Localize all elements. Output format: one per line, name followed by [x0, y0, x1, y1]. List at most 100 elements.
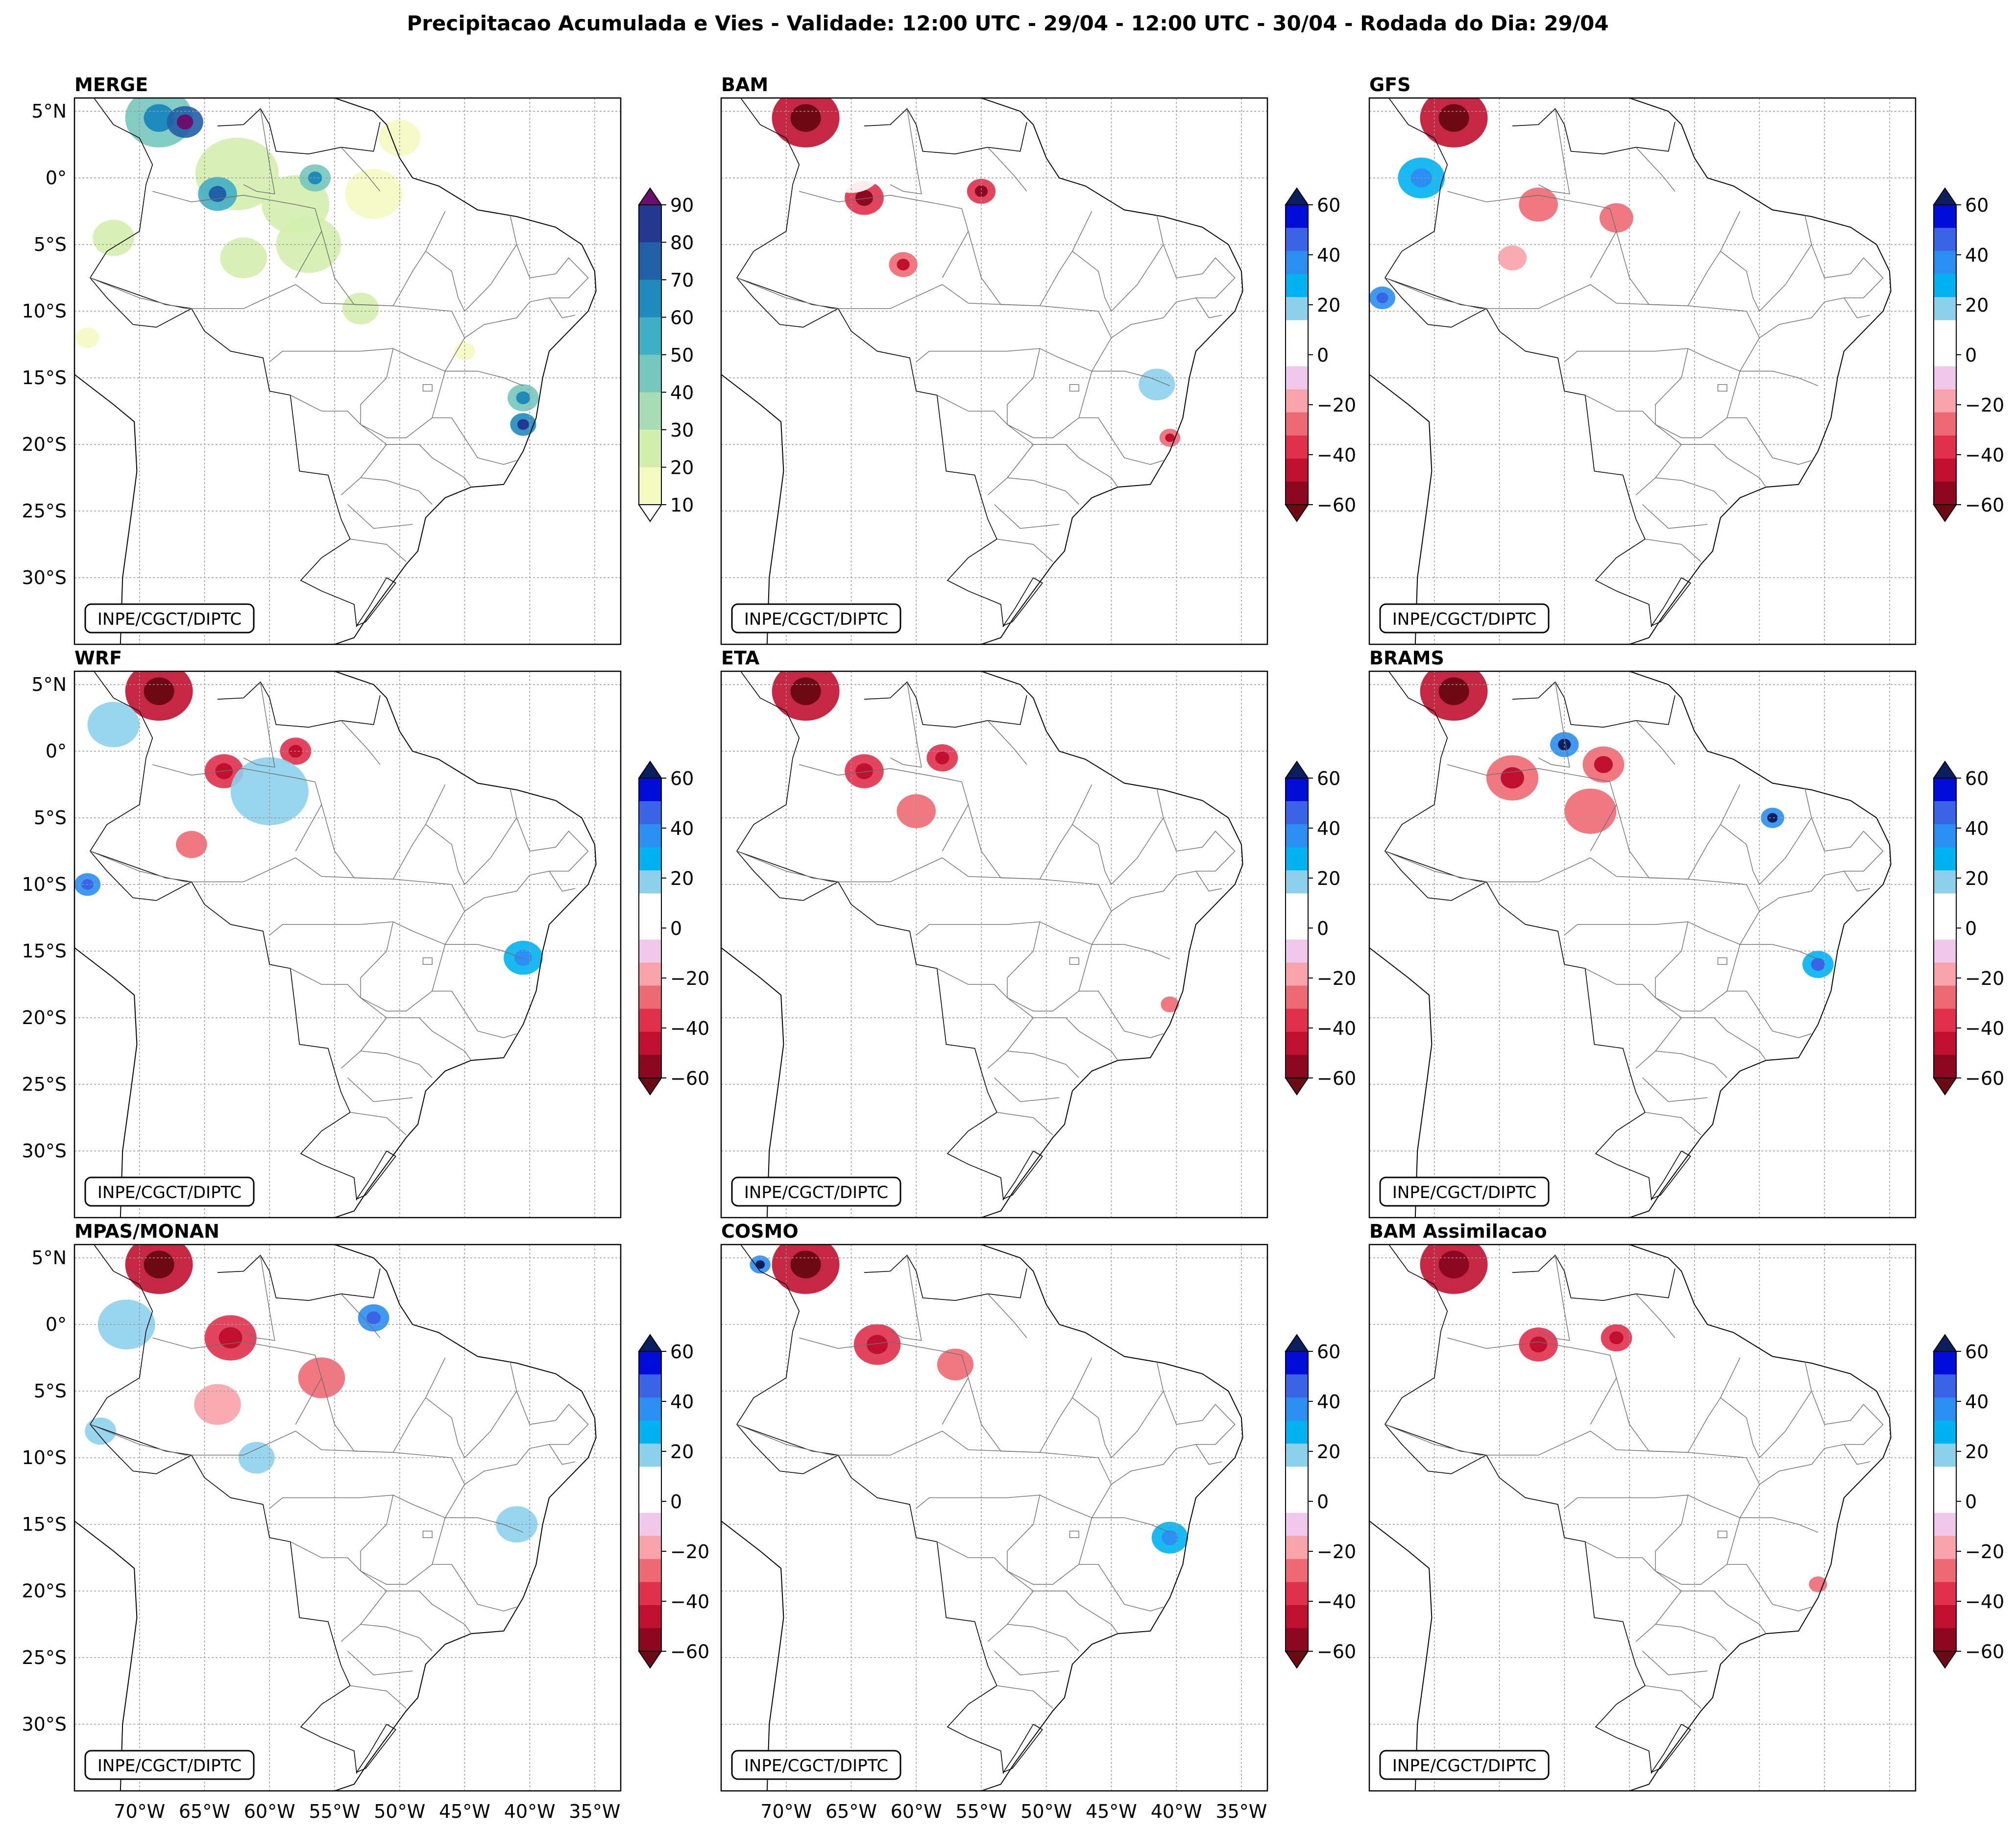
- state-border: [1033, 1590, 1118, 1634]
- colorbar-tick-label: −40: [1317, 1018, 1356, 1039]
- state-border: [360, 1624, 433, 1651]
- colorbar-tick-label: 40: [1317, 818, 1340, 839]
- state-border: [1655, 477, 1727, 505]
- map-frame: [73, 97, 622, 645]
- colorbar-segment: [639, 916, 661, 940]
- colorbar-segment: [1286, 1467, 1308, 1490]
- state-border: [549, 1444, 576, 1465]
- colorbar-tick-label: 20: [1317, 294, 1340, 316]
- coastline-west: [721, 1520, 784, 1791]
- lat-label: 15°S: [22, 1514, 67, 1535]
- lat-label: 5°N: [31, 674, 67, 695]
- lon-label: 60°W: [891, 1801, 942, 1822]
- field-blob: [230, 757, 309, 826]
- colorbar-tick-label: 0: [1317, 344, 1329, 366]
- field-blob: [1381, 899, 1410, 924]
- colorbar-segment: [1934, 297, 1956, 320]
- state-border: [1727, 1564, 1812, 1612]
- colorbar-tick-label: 20: [670, 868, 694, 889]
- state-border: [269, 921, 393, 936]
- colorbar-segment: [1934, 1467, 1956, 1490]
- state-border: [549, 871, 576, 892]
- colorbar-segment: [639, 893, 661, 917]
- colorbar-segment: [1286, 1443, 1308, 1467]
- colorbar-segment: [1286, 801, 1308, 825]
- country-border: [1384, 851, 1487, 882]
- state-border: [360, 1051, 433, 1078]
- state-border: [387, 444, 472, 488]
- credit-box: [731, 1750, 901, 1780]
- coastline-west: [1369, 1520, 1433, 1791]
- lat-label: 5°S: [34, 807, 67, 829]
- colorbar-tick-label: 40: [1317, 1391, 1340, 1413]
- lon-label: 60°W: [244, 1801, 295, 1822]
- map-background: [1369, 98, 1916, 644]
- lat-label: 20°S: [22, 434, 67, 455]
- field-blob-core: [790, 677, 821, 706]
- state-border: [340, 1294, 381, 1338]
- state-border: [1844, 1444, 1870, 1465]
- colorbar-segment: [1934, 824, 1956, 848]
- state-border: [1739, 1484, 1819, 1533]
- colorbar-tick-label: −40: [1317, 1591, 1356, 1613]
- colorbar-segment: [1934, 412, 1956, 436]
- country-border: [1384, 671, 1652, 1200]
- colorbar-bias: 60 40 20 0 −20 −40 −60: [1285, 1334, 1356, 1669]
- map-background: [74, 671, 621, 1218]
- coastline-west: [1369, 947, 1433, 1218]
- panels-grid: MERGE INPE/CGCT/DIPTC 5°N 0° 5°S 10°S 15°S 20°S…: [22, 74, 2005, 1822]
- lat-label: 30°S: [22, 1713, 67, 1735]
- colorbar-tick-label: 0: [1965, 1491, 1977, 1513]
- panel-title: COSMO: [721, 1221, 799, 1242]
- lat-label: 10°S: [22, 300, 67, 322]
- colorbar-tick-label: 0: [670, 918, 682, 939]
- state-border: [350, 1112, 407, 1135]
- country-border: [89, 1245, 357, 1774]
- credit-box: [84, 1750, 255, 1780]
- state-border: [1007, 1624, 1079, 1651]
- colorbar-precip: 10 20 30 40 50 60 70 80 90: [638, 187, 694, 522]
- lat-label: 15°S: [22, 940, 67, 962]
- state-border: [1739, 338, 1819, 387]
- field-blob-core: [867, 1335, 888, 1354]
- colorbar-tick-label: 60: [670, 307, 694, 329]
- panel-title: BAM Assimilacao: [1369, 1221, 1547, 1242]
- map-frame: [73, 670, 622, 1219]
- country-border: [217, 1254, 381, 1301]
- state-border: [1642, 1077, 1708, 1102]
- panel-mpas-monan: MPAS/MONAN INPE/CGCT/DIPTC 5°N 0° 5°S 10°S 15°…: [22, 1221, 710, 1822]
- colorbar-segment: [1934, 320, 1956, 343]
- state-border: [1727, 990, 1812, 1038]
- colorbar-segment: [1286, 1420, 1308, 1444]
- colorbar-tick-label: 40: [670, 382, 694, 404]
- lon-label: 55°W: [955, 1801, 1007, 1822]
- field-blob-core: [1811, 958, 1825, 971]
- state-border: [1072, 1362, 1164, 1459]
- colorbar-segment: [1934, 435, 1956, 459]
- colorbar-segment: [1286, 481, 1308, 505]
- panel-brams: BRAMS INPE/CGCT/DIPTC 60 40 20 0 −20 −40 −60: [1368, 647, 2004, 1219]
- colorbar-segment: [1286, 847, 1308, 871]
- colorbar-segment: [639, 962, 661, 986]
- colorbar-segment: [1286, 916, 1308, 940]
- lagoon-outline: [1002, 577, 1043, 627]
- state-border: [243, 108, 275, 195]
- colorbar-segment: [639, 824, 661, 848]
- colorbar-segment: [1934, 228, 1956, 251]
- panel-bam: BAM INPE/CGCT/DIPTC 60 40 20 0 −20 −40 −60: [720, 74, 1356, 645]
- state-border: [1739, 911, 1819, 960]
- lon-label: 55°W: [309, 1801, 360, 1822]
- colorbar-segment: [1286, 778, 1308, 802]
- colorbar-segment: [639, 870, 661, 894]
- colorbar-segment: [1934, 343, 1956, 367]
- state-border: [1007, 477, 1079, 505]
- colorbar-segment: [639, 355, 661, 392]
- coastline: [333, 98, 597, 644]
- field-blob: [194, 1384, 241, 1425]
- field-blob-core: [897, 258, 910, 270]
- field-blob-core: [514, 950, 532, 966]
- state-border: [1759, 1391, 1884, 1485]
- credit-text: INPE/CGCT/DIPTC: [1392, 610, 1536, 629]
- colorbar-tick-label: 60: [1317, 768, 1340, 789]
